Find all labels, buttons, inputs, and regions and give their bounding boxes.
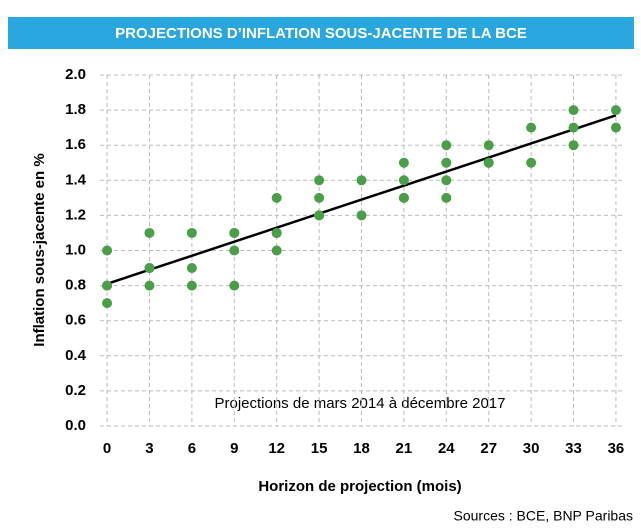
point	[144, 227, 155, 238]
point	[229, 227, 240, 238]
point	[314, 210, 325, 221]
x-tick-label: 30	[523, 440, 540, 457]
point	[271, 245, 282, 256]
point	[186, 263, 197, 274]
x-tick-label: 27	[480, 440, 497, 457]
point	[610, 122, 621, 133]
point	[186, 227, 197, 238]
y-axis-label: Inflation sous-jacente en %	[31, 153, 48, 346]
point	[102, 280, 113, 291]
point	[314, 175, 325, 186]
x-axis-label: Horizon de projection (mois)	[258, 478, 461, 495]
point	[102, 245, 113, 256]
point	[568, 105, 579, 116]
x-tick-label: 36	[608, 440, 625, 457]
point	[483, 140, 494, 151]
chart-title: PROJECTIONS D’INFLATION SOUS-JACENTE DE …	[115, 25, 527, 42]
point	[229, 280, 240, 291]
point	[398, 157, 409, 168]
point	[441, 192, 452, 203]
point	[483, 157, 494, 168]
point	[441, 140, 452, 151]
point	[441, 175, 452, 186]
point	[144, 280, 155, 291]
x-tick-label: 9	[230, 440, 238, 457]
point	[356, 175, 367, 186]
point	[526, 157, 537, 168]
point	[314, 192, 325, 203]
y-tick-label: 0.8	[65, 277, 86, 294]
point	[398, 175, 409, 186]
point	[610, 105, 621, 116]
title-banner	[8, 17, 634, 49]
y-tick-label: 0.6	[65, 312, 86, 329]
y-tick-label: 0.4	[65, 347, 87, 364]
annotation: Projections de mars 2014 à décembre 2017	[214, 395, 505, 412]
point	[144, 263, 155, 274]
point	[271, 227, 282, 238]
source: Sources : BCE, BNP Paribas	[454, 508, 633, 524]
y-tick-label: 2.0	[65, 66, 86, 83]
x-tick-label: 21	[396, 440, 413, 457]
x-tick-label: 24	[438, 440, 455, 457]
x-tick-label: 0	[103, 440, 111, 457]
y-tick-label: 1.8	[65, 101, 86, 118]
x-tick-label: 3	[145, 440, 153, 457]
x-tick-label: 33	[565, 440, 582, 457]
y-tick-label: 0.0	[65, 417, 86, 434]
y-tick-label: 1.4	[65, 171, 87, 188]
point	[568, 140, 579, 151]
point	[186, 280, 197, 291]
point	[568, 122, 579, 133]
point	[526, 122, 537, 133]
point	[441, 157, 452, 168]
point	[398, 192, 409, 203]
point	[271, 192, 282, 203]
x-tick-label: 15	[311, 440, 328, 457]
y-tick-label: 1.6	[65, 136, 86, 153]
x-tick-label: 12	[268, 440, 285, 457]
trend-line	[106, 114, 617, 286]
y-tick-label: 1.2	[65, 206, 86, 223]
point	[356, 210, 367, 221]
point	[229, 245, 240, 256]
x-tick-label: 18	[353, 440, 370, 457]
y-tick-label: 0.2	[65, 382, 86, 399]
y-tick-label: 1.0	[65, 241, 86, 258]
point	[102, 298, 113, 309]
x-tick-label: 6	[188, 440, 196, 457]
